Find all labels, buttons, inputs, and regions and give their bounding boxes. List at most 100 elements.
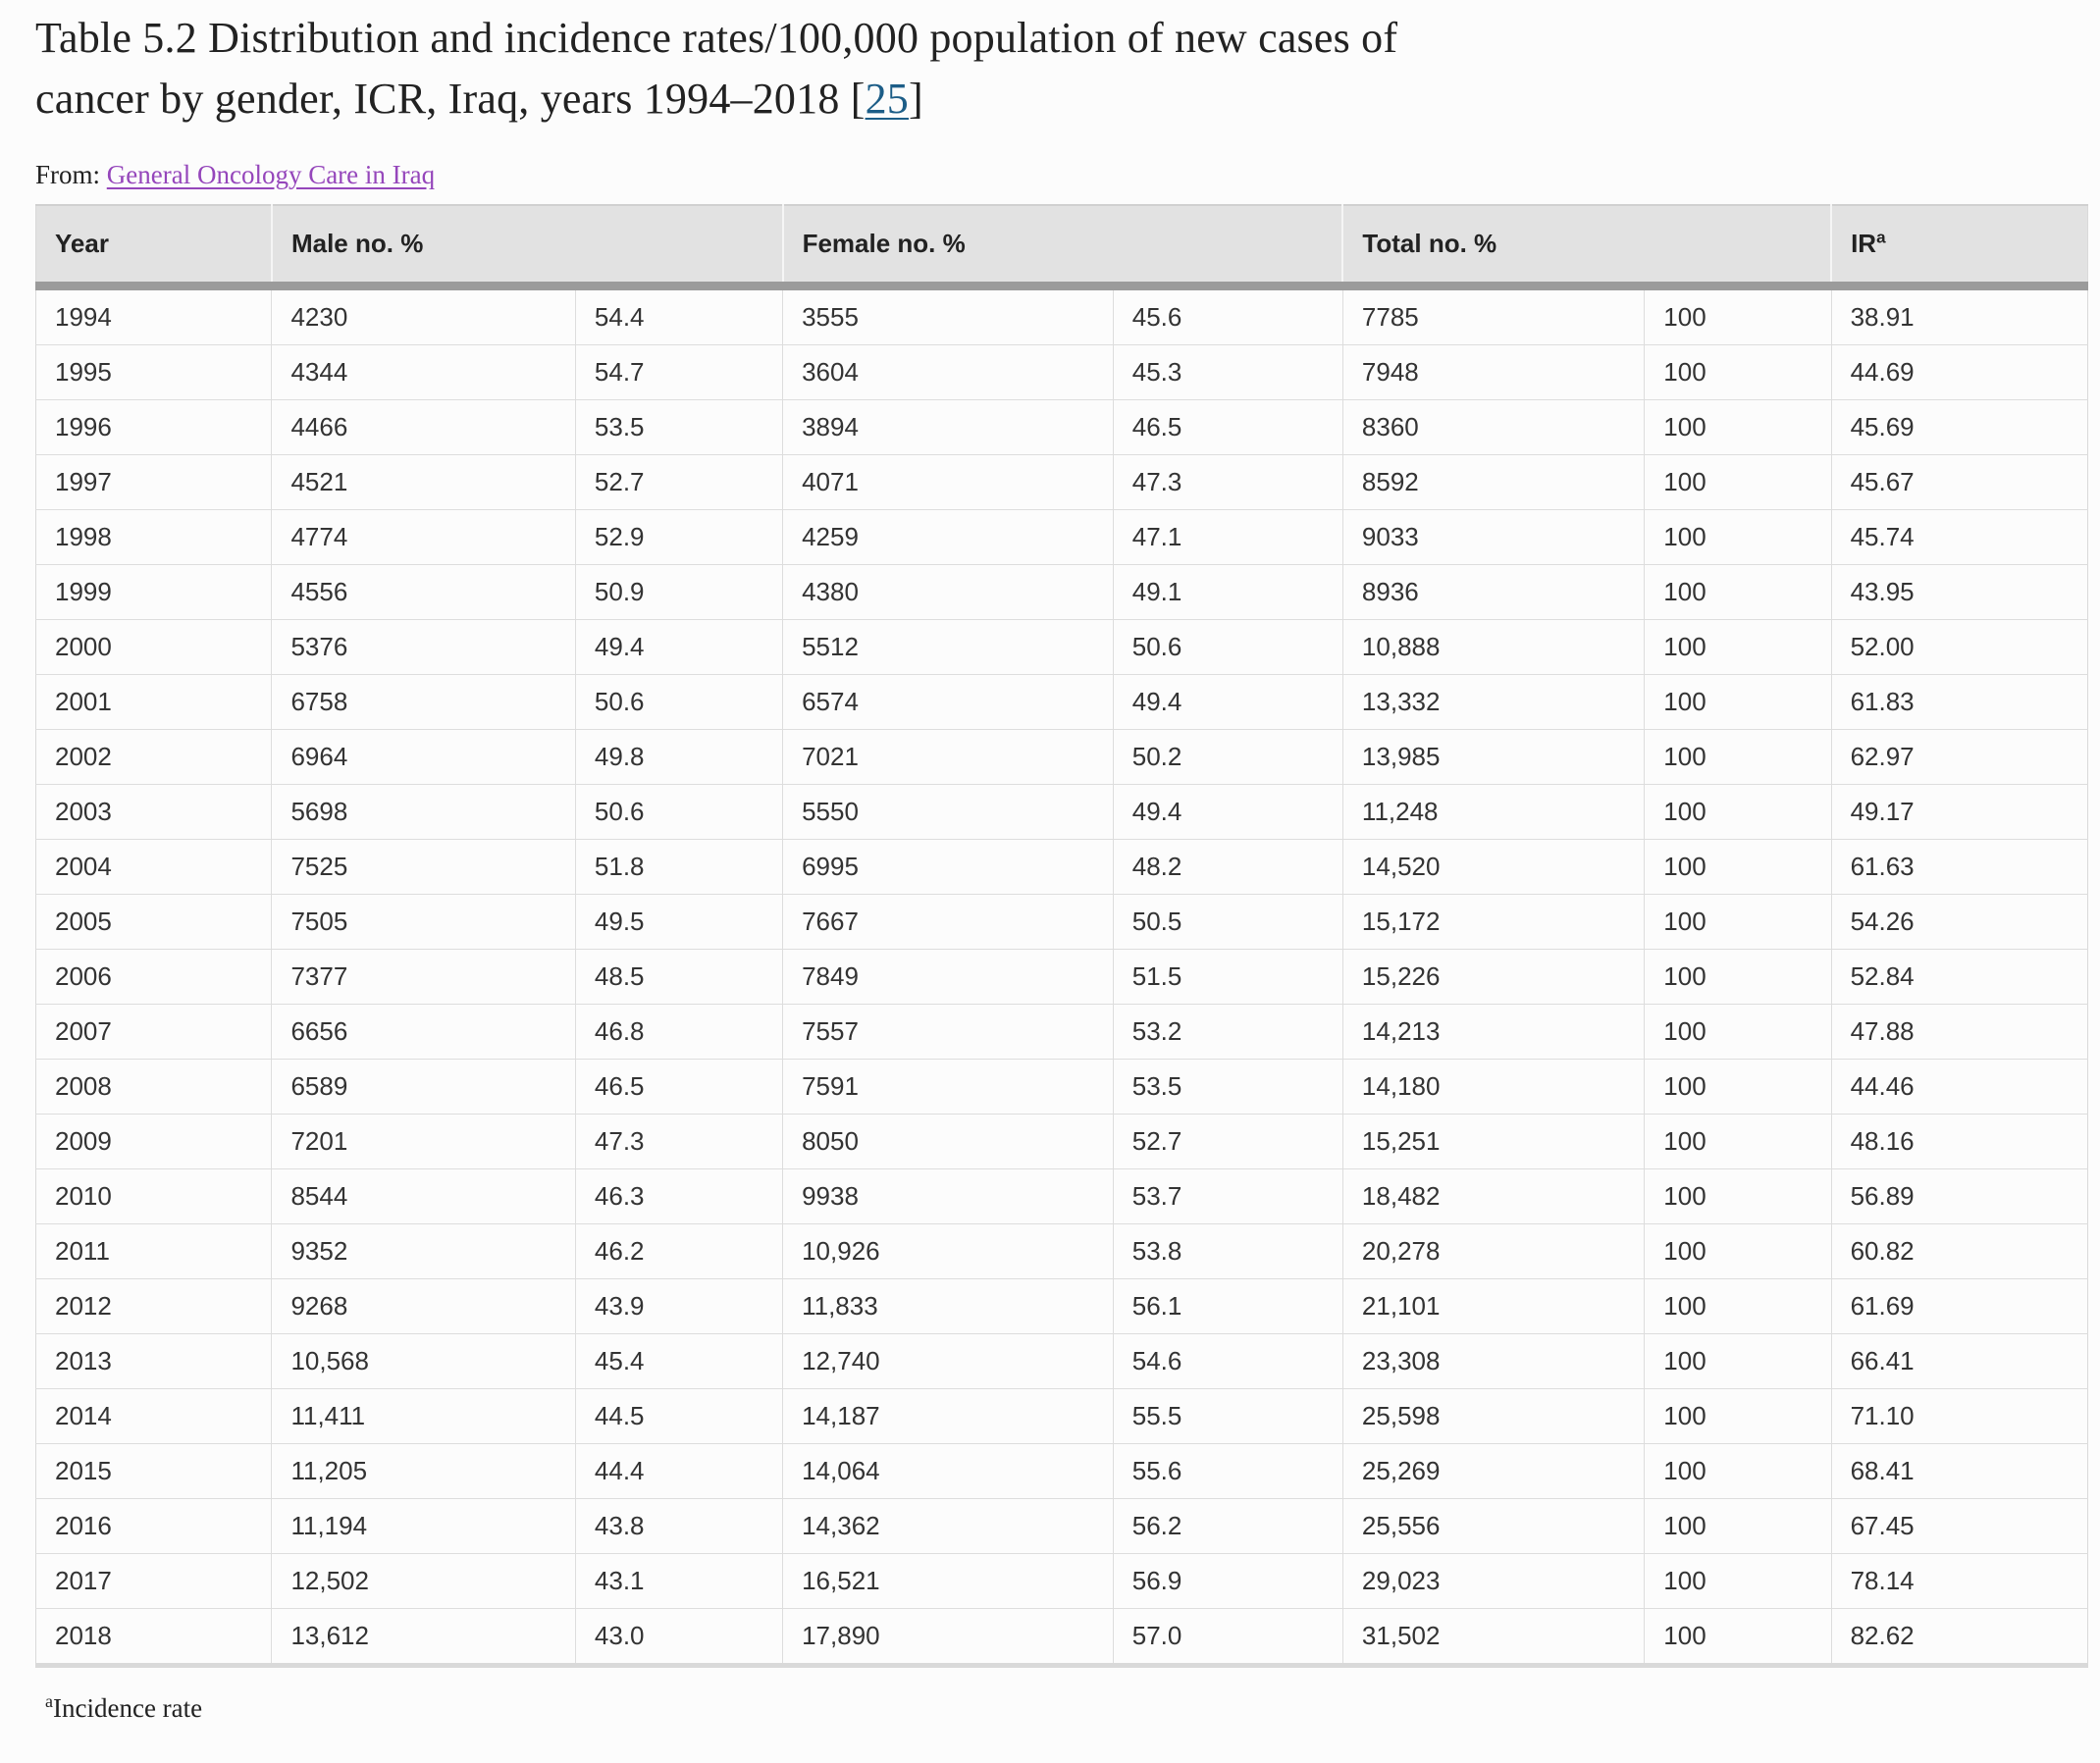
ir-cell: 44.46 (1830, 1058, 2088, 1115)
total-pct-cell: 100 (1644, 1058, 1832, 1115)
total-no-cell: 8592 (1341, 453, 1645, 510)
male-no-cell: 5376 (271, 618, 576, 675)
female-pct-cell: 53.7 (1112, 1167, 1343, 1224)
table-row: 2002 6964 49.8 7021 50.2 13,985 100 62.97 (35, 728, 2088, 785)
female-no-cell: 3555 (782, 285, 1114, 345)
male-pct-cell: 44.4 (574, 1442, 783, 1499)
ir-cell: 66.41 (1830, 1332, 2088, 1389)
female-no-cell: 8050 (782, 1113, 1114, 1169)
table-row: 1996 4466 53.5 3894 46.5 8360 100 45.69 (35, 398, 2088, 455)
female-no-cell: 4380 (782, 563, 1114, 620)
ir-cell: 61.83 (1830, 673, 2088, 730)
col-header-female: Female no. % (781, 204, 1343, 290)
table-row: 2010 8544 46.3 9938 53.7 18,482 100 56.89 (35, 1167, 2088, 1224)
female-no-cell: 14,064 (782, 1442, 1114, 1499)
table-title-line1: Table 5.2 Distribution and incidence rat… (35, 14, 1398, 62)
total-no-cell: 15,172 (1341, 893, 1645, 950)
total-no-cell: 8936 (1341, 563, 1645, 620)
female-pct-cell: 55.5 (1112, 1387, 1343, 1444)
total-no-cell: 14,213 (1341, 1003, 1645, 1060)
male-pct-cell: 45.4 (574, 1332, 783, 1389)
female-pct-cell: 55.6 (1112, 1442, 1343, 1499)
year-cell: 1995 (35, 343, 272, 400)
male-pct-cell: 46.3 (574, 1167, 783, 1224)
male-no-cell: 12,502 (271, 1552, 576, 1609)
total-pct-cell: 100 (1644, 728, 1832, 785)
year-cell: 2012 (35, 1277, 272, 1334)
female-pct-cell: 47.3 (1112, 453, 1343, 510)
table-row: 1995 4344 54.7 3604 45.3 7948 100 44.69 (35, 343, 2088, 400)
male-no-cell: 7505 (271, 893, 576, 950)
total-no-cell: 31,502 (1341, 1607, 1645, 1666)
ir-cell: 61.69 (1830, 1277, 2088, 1334)
ir-cell: 45.69 (1830, 398, 2088, 455)
ir-cell: 56.89 (1830, 1167, 2088, 1224)
total-pct-cell: 100 (1644, 1167, 1832, 1224)
total-pct-cell: 100 (1644, 1387, 1832, 1444)
year-cell: 1994 (55, 301, 112, 332)
table-row: 1994 4230 54.4 3555 45.6 7785 100 38.91 (36, 285, 2088, 345)
female-pct-cell: 50.6 (1112, 618, 1343, 675)
table-row: 2001 6758 50.6 6574 49.4 13,332 100 61.83 (35, 673, 2088, 730)
table-row: 2006 7377 48.5 7849 51.5 15,226 100 52.84 (35, 948, 2088, 1005)
total-pct-cell: 100 (1644, 1607, 1832, 1666)
ir-cell: 44.69 (1830, 343, 2088, 400)
male-no-cell: 11,411 (271, 1387, 576, 1444)
female-no-cell: 16,521 (782, 1552, 1114, 1609)
ir-cell: 62.97 (1830, 728, 2088, 785)
year-cell: 2015 (35, 1442, 272, 1499)
col-header-ir: IRa (1830, 204, 2088, 290)
table-row: 2005 7505 49.5 7667 50.5 15,172 100 54.26 (35, 893, 2088, 950)
source-line: From: General Oncology Care in Iraq (35, 160, 2088, 190)
female-pct-cell: 49.4 (1112, 783, 1343, 840)
male-no-cell: 4774 (271, 508, 576, 565)
female-pct-cell: 45.3 (1112, 343, 1343, 400)
table-header: Year Male no. % Female no. % Total no. %… (35, 204, 2088, 290)
female-pct-cell: 57.0 (1112, 1607, 1343, 1666)
table-body: 1994 4230 54.4 3555 45.6 7785 100 38.91 1995 4344… (35, 285, 2088, 1666)
male-pct-cell: 50.6 (574, 783, 783, 840)
col-header-total: Total no. % (1341, 204, 1832, 290)
male-no-cell: 5698 (271, 783, 576, 840)
female-no-cell: 7849 (782, 948, 1114, 1005)
table-row: 2016 11,194 43.8 14,362 56.2 25,556 100 67.45 (35, 1497, 2088, 1554)
female-pct-cell: 49.1 (1112, 563, 1343, 620)
year-cell: 2018 (35, 1607, 272, 1666)
female-pct-cell: 56.1 (1112, 1277, 1343, 1334)
female-no-cell: 17,890 (782, 1607, 1114, 1666)
ir-cell: 78.14 (1830, 1552, 2088, 1609)
total-pct-cell: 100 (1644, 1552, 1832, 1609)
total-no-cell: 13,985 (1341, 728, 1645, 785)
year-cell: 2009 (35, 1113, 272, 1169)
year-cell: 1999 (35, 563, 272, 620)
total-pct-cell: 100 (1644, 453, 1832, 510)
total-no-cell: 8360 (1341, 398, 1645, 455)
ir-cell: 54.26 (1830, 893, 2088, 950)
year-cell: 2003 (35, 783, 272, 840)
year-cell: 2010 (35, 1167, 272, 1224)
male-no-cell: 7525 (271, 838, 576, 895)
table-row: 1997 4521 52.7 4071 47.3 8592 100 45.67 (35, 453, 2088, 510)
female-no-cell: 7021 (782, 728, 1114, 785)
total-pct-cell: 100 (1644, 1003, 1832, 1060)
ir-cell: 52.84 (1830, 948, 2088, 1005)
male-no-cell: 7201 (271, 1113, 576, 1169)
ir-cell: 71.10 (1830, 1387, 2088, 1444)
year-cell: 2006 (35, 948, 272, 1005)
ir-cell: 49.17 (1830, 783, 2088, 840)
female-pct-cell: 46.5 (1112, 398, 1343, 455)
male-no-cell: 6758 (271, 673, 576, 730)
table-row: 2007 6656 46.8 7557 53.2 14,213 100 47.88 (35, 1003, 2088, 1060)
female-pct-cell: 50.2 (1112, 728, 1343, 785)
male-pct-cell: 54.4 (574, 285, 783, 345)
total-no-cell: 21,101 (1341, 1277, 1645, 1334)
total-pct-cell: 100 (1644, 1222, 1832, 1279)
male-no-cell: 11,194 (271, 1497, 576, 1554)
table-row: 2004 7525 51.8 6995 48.2 14,520 100 61.63 (35, 838, 2088, 895)
total-pct-cell: 100 (1644, 1113, 1832, 1169)
table-row: 2000 5376 49.4 5512 50.6 10,888 100 52.00 (35, 618, 2088, 675)
ir-cell: 68.41 (1830, 1442, 2088, 1499)
source-link[interactable]: General Oncology Care in Iraq (106, 159, 436, 189)
table-row: 2015 11,205 44.4 14,064 55.6 25,269 100 68.41 (35, 1442, 2088, 1499)
citation-link[interactable]: 25 (865, 75, 909, 124)
